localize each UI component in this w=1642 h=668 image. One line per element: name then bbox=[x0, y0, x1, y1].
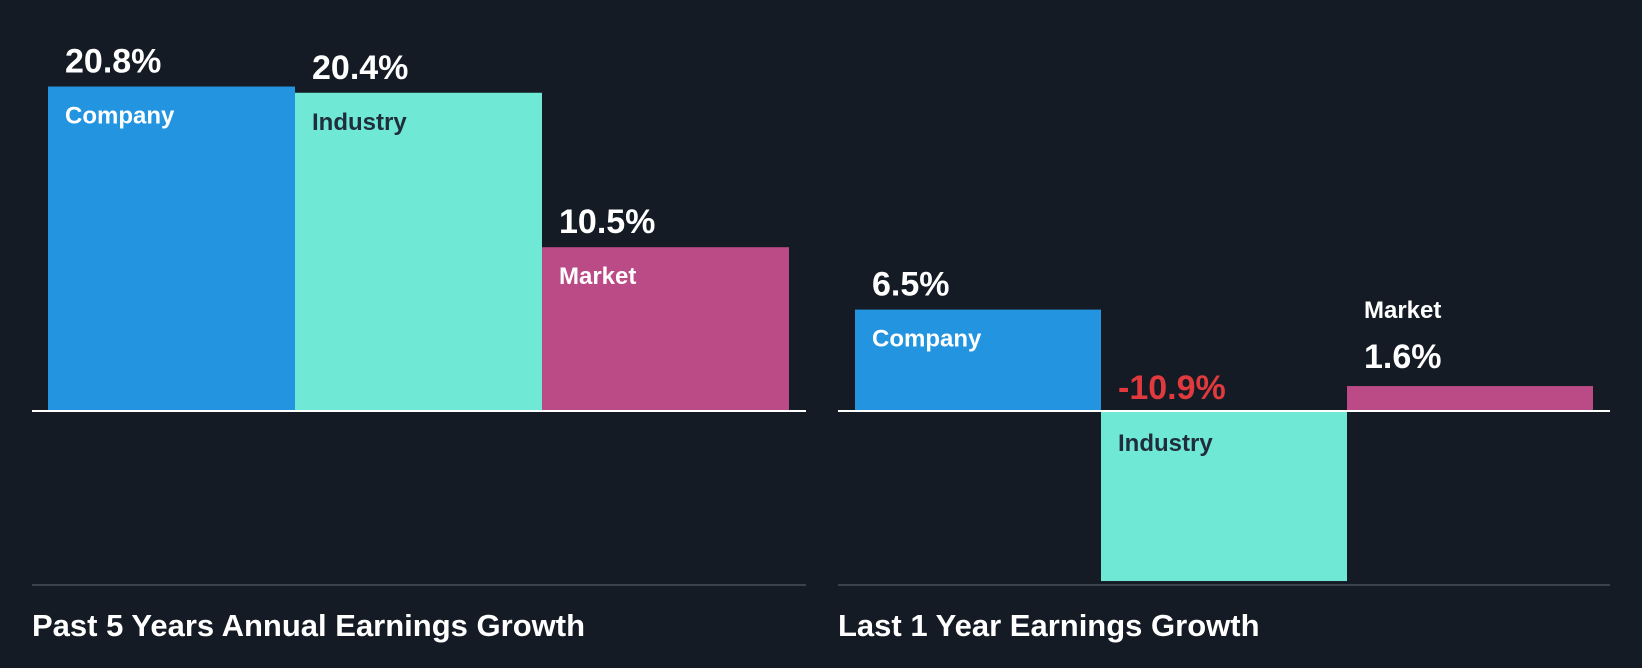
value-label-market: 1.6% bbox=[1364, 338, 1442, 376]
value-label-company: 6.5% bbox=[872, 266, 950, 304]
value-label-industry: 20.4% bbox=[312, 49, 408, 87]
bar-market bbox=[1347, 386, 1593, 411]
bar-industry bbox=[1101, 411, 1347, 582]
category-label-market: Market bbox=[559, 263, 636, 290]
panel-last-1-year: Last 1 Year Earnings Growth 6.5% Company -… bbox=[838, 266, 1610, 643]
chart-title: Last 1 Year Earnings Growth bbox=[838, 608, 1260, 643]
category-label-industry: Industry bbox=[312, 109, 407, 136]
bar-company bbox=[48, 86, 295, 412]
bar-company bbox=[855, 309, 1101, 411]
category-label-company: Company bbox=[65, 103, 175, 130]
chart-title: Past 5 Years Annual Earnings Growth bbox=[32, 608, 585, 643]
bar-market bbox=[542, 247, 789, 411]
category-label-market: Market bbox=[1364, 297, 1441, 324]
bar-industry bbox=[295, 92, 542, 411]
value-label-industry: -10.9% bbox=[1118, 369, 1226, 407]
category-label-industry: Industry bbox=[1118, 430, 1213, 457]
category-label-company: Company bbox=[872, 326, 982, 353]
value-label-company: 20.8% bbox=[65, 43, 161, 81]
value-label-market: 10.5% bbox=[559, 203, 655, 241]
panel-past-5-years: Past 5 Years Annual Earnings Growth 20.8… bbox=[32, 43, 806, 643]
